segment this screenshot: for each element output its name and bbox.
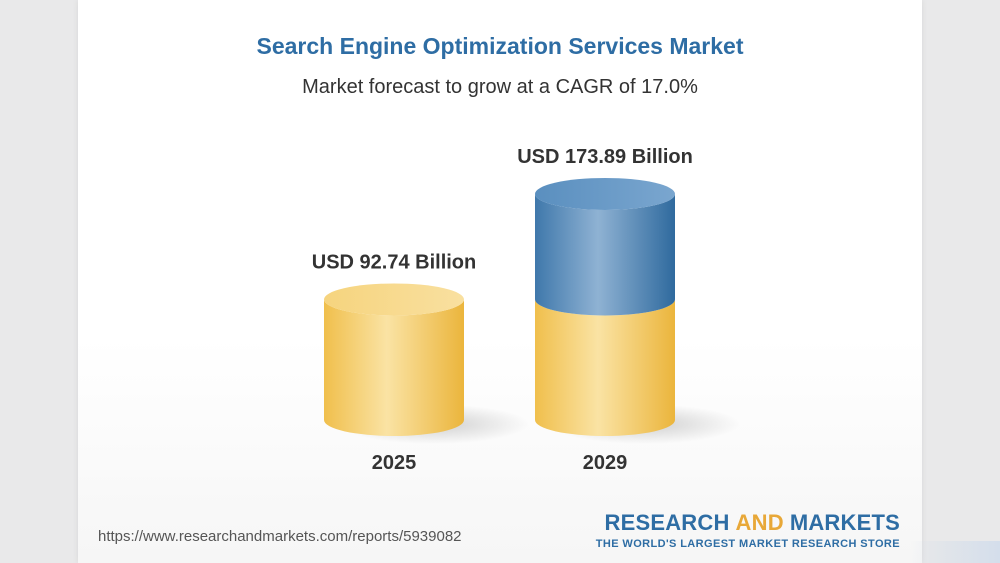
bar-2025 xyxy=(324,299,464,436)
corner-decoration xyxy=(910,541,1000,563)
source-url[interactable]: https://www.researchandmarkets.com/repor… xyxy=(98,528,462,545)
chart-title: Search Engine Optimization Services Mark… xyxy=(256,33,744,59)
bar-top-2029 xyxy=(535,177,675,210)
bar-growth-segment-2029 xyxy=(535,193,675,316)
logo-tagline: THE WORLD'S LARGEST MARKET RESEARCH STOR… xyxy=(595,538,900,550)
category-label-2029: 2029 xyxy=(583,452,628,474)
chart-subtitle: Market forecast to grow at a CAGR of 17.… xyxy=(302,76,698,98)
value-label-2025: USD 92.74 Billion xyxy=(312,251,477,273)
logo-word-research: RESEARCH xyxy=(604,510,730,535)
value-label-2029: USD 173.89 Billion xyxy=(517,146,693,168)
bar-base-segment-2029 xyxy=(535,299,675,436)
category-label-2025: 2025 xyxy=(372,452,417,474)
brand-logo: RESEARCH AND MARKETS THE WORLD'S LARGEST… xyxy=(596,510,900,550)
bar-top-2025 xyxy=(324,283,464,316)
chart-card xyxy=(78,0,922,563)
logo-word-markets: MARKETS xyxy=(789,510,900,535)
logo-word-and: AND xyxy=(735,510,784,535)
